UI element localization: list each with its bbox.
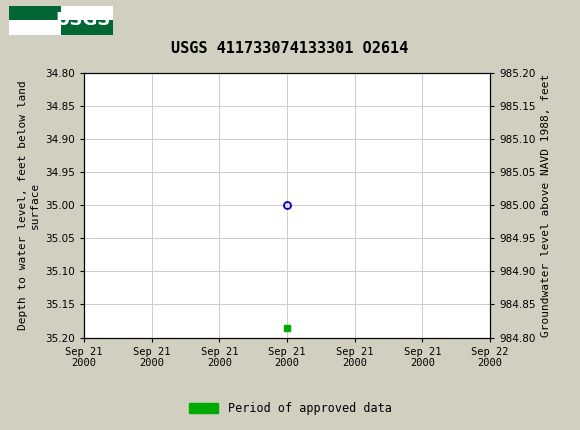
- Bar: [61, 20, 113, 35]
- Bar: [9, 20, 61, 35]
- Text: USGS 411733074133301 O2614: USGS 411733074133301 O2614: [171, 41, 409, 56]
- Bar: [61, 6, 113, 20]
- Bar: [9, 6, 61, 20]
- Y-axis label: Depth to water level, feet below land
surface: Depth to water level, feet below land su…: [18, 80, 39, 330]
- Text: USGS: USGS: [55, 12, 110, 29]
- Legend: Period of approved data: Period of approved data: [184, 397, 396, 420]
- Y-axis label: Groundwater level above NAVD 1988, feet: Groundwater level above NAVD 1988, feet: [541, 74, 551, 337]
